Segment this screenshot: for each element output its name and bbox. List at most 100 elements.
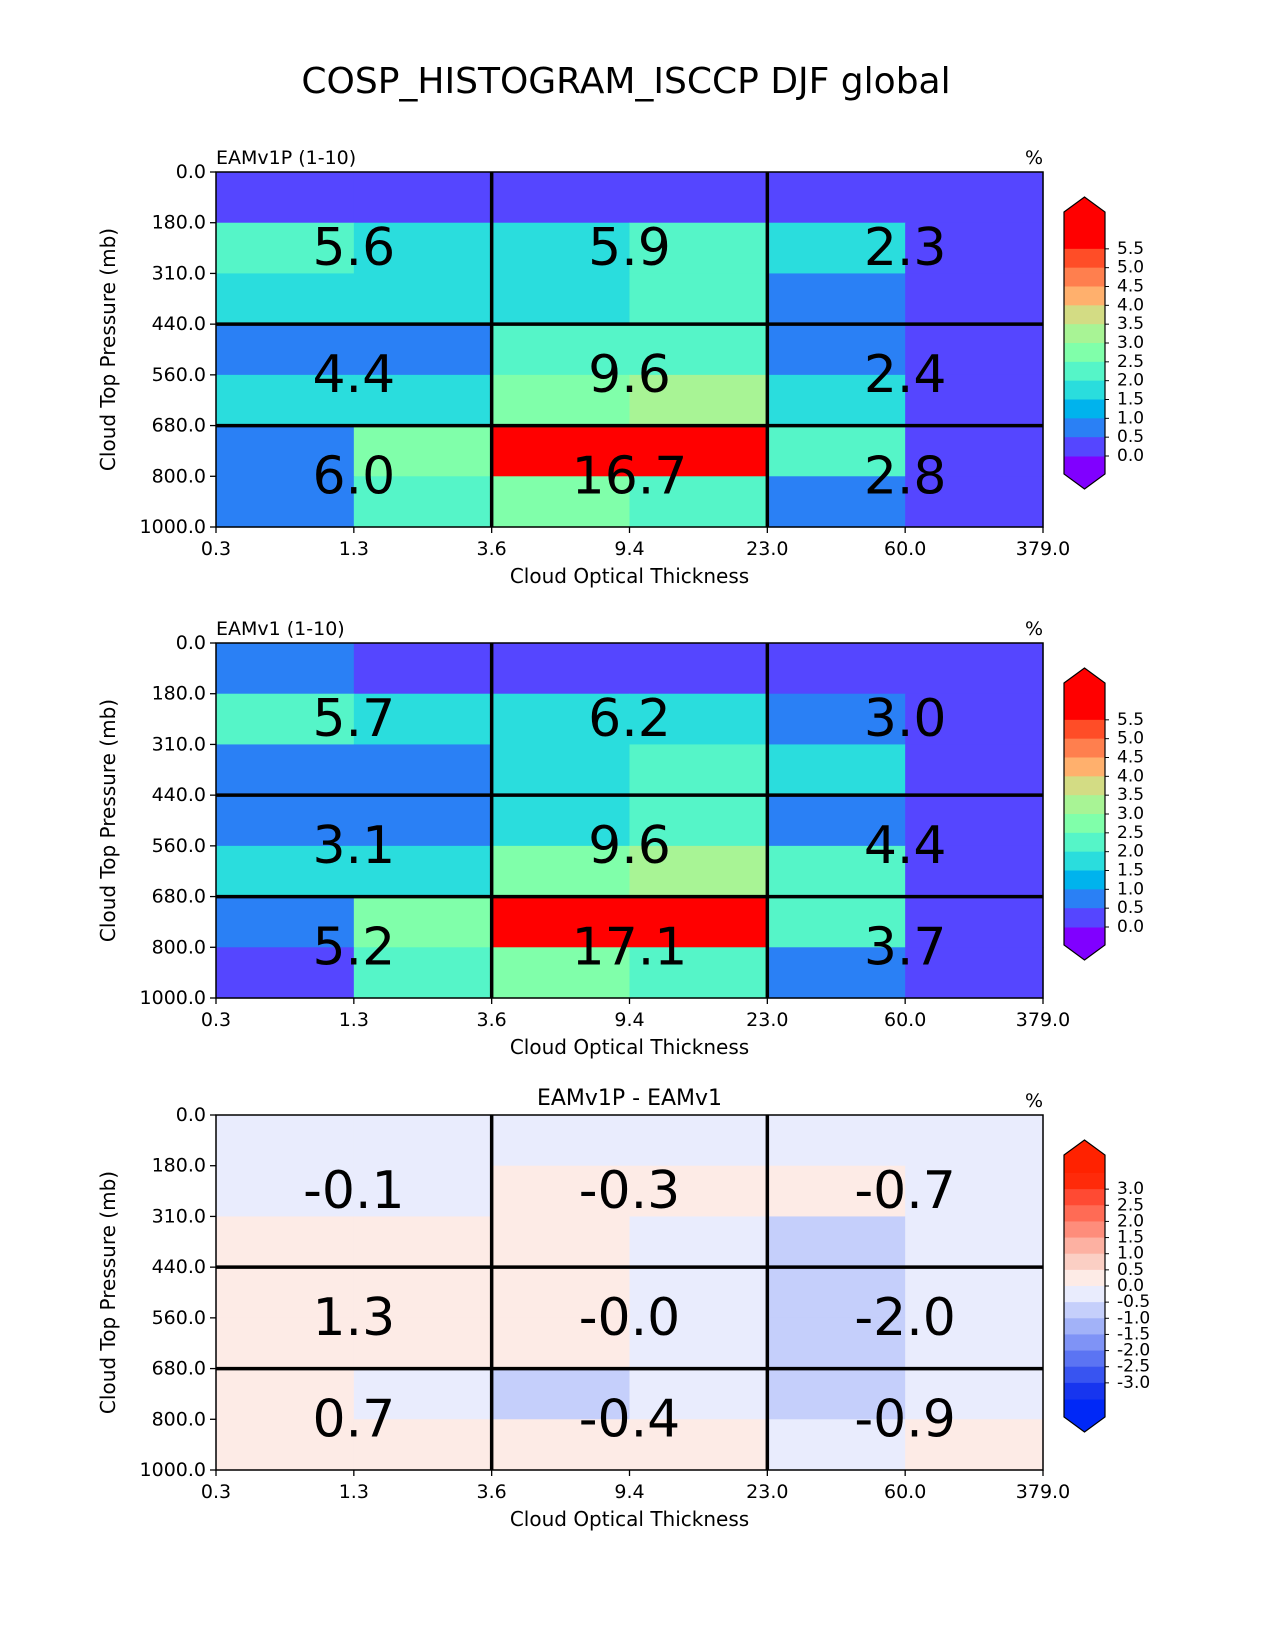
heatmap-cell bbox=[353, 1165, 493, 1218]
colorbar-swatch bbox=[1064, 870, 1105, 890]
colorbar-swatch bbox=[1064, 889, 1105, 909]
colorbar-swatch bbox=[1064, 908, 1105, 928]
colorbar-tick-label: 1.5 bbox=[1117, 861, 1144, 881]
heatmap-cell bbox=[216, 273, 355, 325]
colorbar-over-arrow bbox=[1064, 1140, 1105, 1173]
heatmap-cell bbox=[905, 172, 1044, 224]
x-tick-label: 3.6 bbox=[477, 538, 507, 560]
colorbar-swatch bbox=[1064, 305, 1105, 325]
colorbar-tick-label: 2.5 bbox=[1117, 823, 1144, 843]
panel-title: EAMv1P (1-10) bbox=[216, 147, 356, 169]
heatmap-cell bbox=[767, 172, 906, 224]
y-tick-label: 800.0 bbox=[152, 1408, 206, 1430]
block-value-label: 5.2 bbox=[312, 917, 395, 977]
heatmap-cell bbox=[353, 643, 493, 695]
x-axis-label: Cloud Optical Thickness bbox=[510, 1507, 749, 1531]
block-value-label: -0.7 bbox=[854, 1161, 955, 1221]
heatmap-cell bbox=[767, 845, 906, 898]
heatmap-cell bbox=[629, 273, 768, 325]
y-tick-label: 440.0 bbox=[152, 784, 206, 806]
heatmap-cell bbox=[629, 476, 768, 528]
heatmap-cell bbox=[767, 795, 906, 847]
x-tick-label: 379.0 bbox=[1016, 1009, 1070, 1031]
units-label: % bbox=[1025, 147, 1043, 169]
colorbar-tick-label: 3.5 bbox=[1117, 785, 1144, 805]
x-tick-label: 0.3 bbox=[201, 538, 231, 560]
heatmap-cell bbox=[353, 845, 493, 898]
heatmap-cell bbox=[905, 1115, 1044, 1167]
heatmap-cell bbox=[491, 1216, 631, 1268]
colorbar-swatch bbox=[1064, 1253, 1105, 1271]
colorbar-tick-label: 4.0 bbox=[1117, 295, 1144, 315]
heatmap-cell bbox=[629, 1419, 768, 1471]
heatmap-cell bbox=[905, 795, 1044, 847]
heatmap-cell bbox=[905, 693, 1044, 746]
heatmap-cell bbox=[767, 947, 906, 999]
colorbar-swatch bbox=[1064, 757, 1105, 777]
y-axis-label: Cloud Top Pressure (mb) bbox=[96, 228, 120, 471]
colorbar-over-arrow bbox=[1064, 668, 1105, 701]
colorbar-swatch bbox=[1064, 1318, 1105, 1335]
colorbar-swatch bbox=[1064, 1189, 1105, 1206]
x-tick-label: 9.4 bbox=[614, 1481, 644, 1503]
units-label: % bbox=[1025, 618, 1043, 640]
heatmap-cell bbox=[905, 1216, 1044, 1268]
colorbar-tick-label: 2.5 bbox=[1117, 1195, 1144, 1215]
block-value-label: 5.9 bbox=[588, 218, 671, 278]
colorbar-tick-label: 1.0 bbox=[1117, 408, 1144, 428]
x-tick-label: 9.4 bbox=[614, 1009, 644, 1031]
heatmap-cell bbox=[216, 1317, 355, 1370]
colorbar-swatch bbox=[1064, 1366, 1105, 1384]
heatmap-cell bbox=[491, 896, 631, 948]
heatmap-cell bbox=[905, 476, 1044, 528]
heatmap-cell bbox=[767, 1216, 906, 1268]
heatmap-cell bbox=[629, 172, 768, 224]
block-value-label: -2.0 bbox=[854, 1288, 955, 1348]
y-tick-label: 560.0 bbox=[152, 364, 206, 386]
colorbar-swatch bbox=[1064, 719, 1105, 740]
colorbar-outline bbox=[1063, 196, 1106, 490]
x-tick-label: 60.0 bbox=[884, 538, 926, 560]
colorbar-swatch bbox=[1064, 1237, 1105, 1255]
heatmap-cell bbox=[491, 172, 631, 224]
heatmap-cell bbox=[491, 947, 631, 999]
colorbar-tick-label: 0.0 bbox=[1117, 917, 1144, 937]
block-value-label: 3.7 bbox=[864, 917, 947, 977]
colorbar-swatch bbox=[1064, 814, 1105, 834]
heatmap-cell bbox=[905, 947, 1044, 999]
heatmap-cell bbox=[353, 1419, 493, 1471]
x-tick-label: 0.3 bbox=[201, 1009, 231, 1031]
heatmap-cell bbox=[629, 947, 768, 999]
heatmap-cell bbox=[629, 643, 768, 695]
heatmap-cell bbox=[629, 795, 768, 847]
colorbar-tick-label: 0.0 bbox=[1117, 446, 1144, 466]
colorbar-tick-label: 5.5 bbox=[1117, 710, 1144, 730]
colorbar-tick-label: -1.0 bbox=[1117, 1308, 1150, 1328]
heatmap-cell bbox=[491, 476, 631, 528]
colorbar-tick-label: 3.0 bbox=[1117, 804, 1144, 824]
histogram-panel-3: -0.1 -0.3 -0.7 1.3 -0.0 -2.0 0.7 -0.4 -0.9 0.3 1.3… bbox=[96, 1086, 1150, 1531]
heatmap-cell bbox=[491, 643, 631, 695]
heatmap-cell bbox=[353, 744, 493, 796]
heatmap-cell bbox=[216, 643, 355, 695]
block-value-label: 3.0 bbox=[864, 689, 947, 749]
colorbar: 3.02.52.01.51.00.50.0-0.5-1.0-1.5-2.0-2.… bbox=[1063, 1139, 1150, 1433]
heatmap-cell bbox=[353, 947, 493, 999]
colorbar-swatch bbox=[1064, 343, 1105, 363]
heatmap-cell bbox=[905, 643, 1044, 695]
heatmap-cell bbox=[767, 222, 906, 275]
heatmap-cell bbox=[767, 476, 906, 528]
heatmap-cell bbox=[353, 222, 493, 275]
x-tick-label: 1.3 bbox=[339, 538, 369, 560]
heatmap-cell bbox=[629, 1267, 768, 1319]
colorbar-swatch bbox=[1064, 832, 1105, 853]
block-value-label: 6.2 bbox=[588, 689, 671, 749]
heatmap-cell bbox=[629, 222, 768, 275]
colorbar-swatch bbox=[1064, 701, 1105, 721]
heatmap-cell bbox=[905, 1267, 1044, 1319]
heatmap-cell bbox=[216, 324, 355, 376]
heatmap-cell bbox=[905, 744, 1044, 796]
heatmap-cell bbox=[353, 324, 493, 376]
colorbar-tick-label: 3.0 bbox=[1117, 1179, 1144, 1199]
x-tick-label: 1.3 bbox=[339, 1009, 369, 1031]
